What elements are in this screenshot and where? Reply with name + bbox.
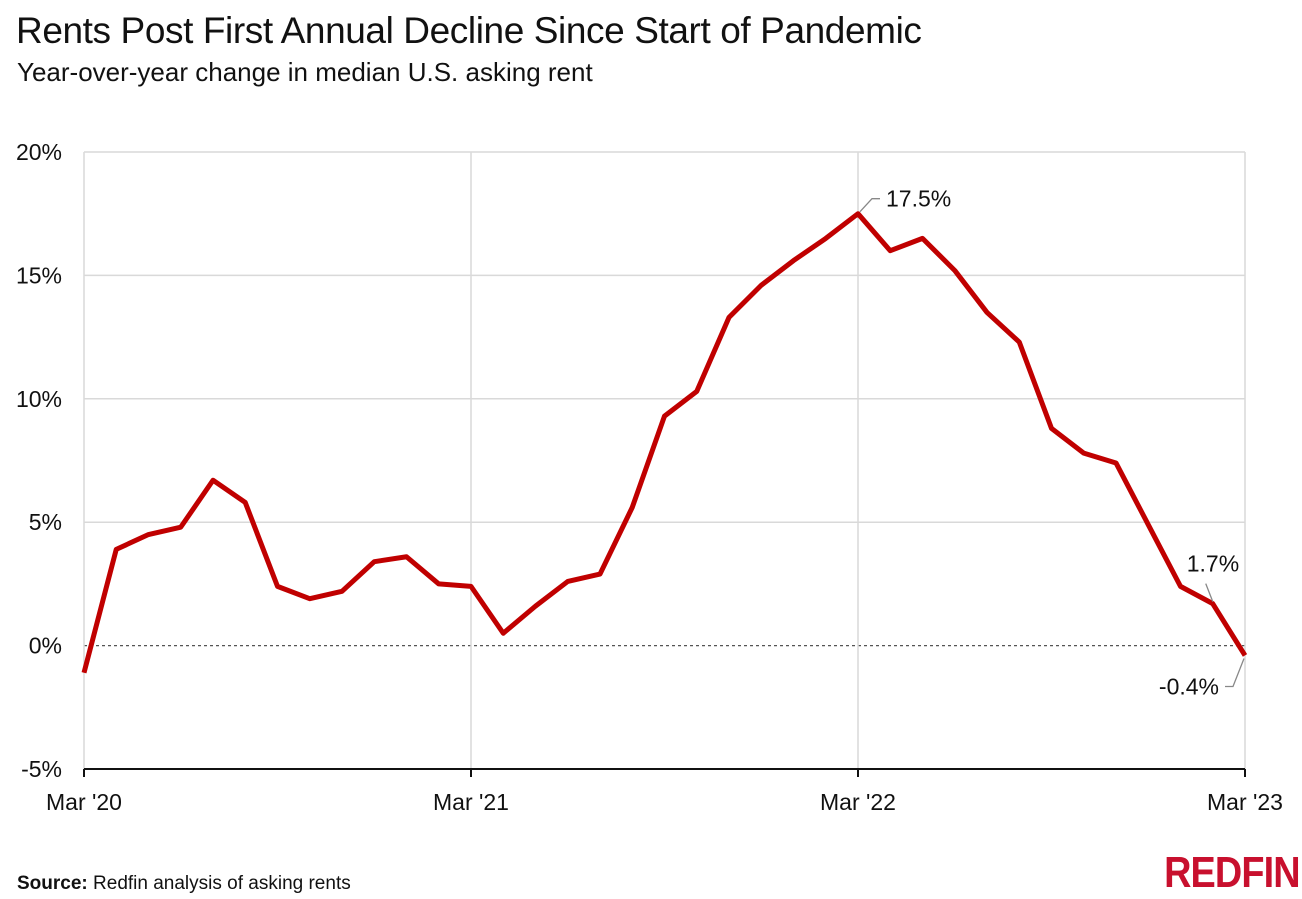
- y-tick-label: 15%: [16, 262, 62, 288]
- data-point: [340, 589, 345, 594]
- chart-title: Rents Post First Annual Decline Since St…: [16, 10, 922, 51]
- x-tick-label: Mar '22: [820, 789, 896, 815]
- data-point: [1049, 426, 1054, 431]
- data-point: [598, 572, 603, 577]
- data-point: [920, 236, 925, 241]
- data-point: [436, 581, 441, 586]
- x-tick-label: Mar '23: [1207, 789, 1283, 815]
- data-point: [1114, 460, 1119, 465]
- data-point: [856, 211, 861, 216]
- data-point: [1081, 451, 1086, 456]
- data-point: [727, 315, 732, 320]
- y-tick-label: 20%: [16, 139, 62, 165]
- annotation-label-peak: 17.5%: [886, 186, 951, 212]
- data-point: [791, 258, 796, 263]
- data-point: [146, 532, 151, 537]
- data-point: [1243, 653, 1248, 658]
- data-point: [178, 525, 183, 530]
- data-point: [888, 248, 893, 253]
- source-note: Source: Redfin analysis of asking rents: [17, 872, 351, 896]
- data-point: [565, 579, 570, 584]
- data-point: [501, 631, 506, 636]
- redfin-logo: REDFIN: [1164, 848, 1301, 897]
- source-label: Source:: [17, 873, 88, 894]
- data-point: [404, 554, 409, 559]
- annotation-label-feb: 1.7%: [1187, 551, 1239, 577]
- data-point: [211, 478, 216, 483]
- source-text: Redfin analysis of asking rents: [93, 873, 351, 894]
- series-line: [81, 211, 1248, 674]
- y-tick-label: 0%: [29, 633, 62, 659]
- data-point: [759, 283, 764, 288]
- data-point: [1017, 340, 1022, 345]
- annotation-leader: [1225, 658, 1245, 688]
- x-tick-label: Mar '21: [433, 789, 509, 815]
- annotation-label-latest: -0.4%: [1159, 673, 1219, 699]
- data-point: [275, 584, 280, 589]
- data-point: [985, 310, 990, 315]
- data-point: [82, 670, 87, 675]
- y-tick-label: -5%: [21, 756, 62, 782]
- data-point: [694, 389, 699, 394]
- annotation-leader: [859, 198, 880, 213]
- y-tick-label: 5%: [29, 509, 62, 535]
- data-point: [1146, 522, 1151, 527]
- annotation-leader: [1205, 583, 1214, 602]
- data-point: [1178, 584, 1183, 589]
- data-point: [823, 236, 828, 241]
- y-tick-label: 10%: [16, 386, 62, 412]
- data-point: [469, 584, 474, 589]
- data-point: [533, 604, 538, 609]
- data-point: [243, 500, 248, 505]
- data-point: [952, 268, 957, 273]
- data-point: [1210, 601, 1215, 606]
- x-tick-label: Mar '20: [46, 789, 122, 815]
- data-point: [372, 559, 377, 564]
- data-point: [307, 596, 312, 601]
- data-point: [114, 547, 119, 552]
- data-point: [630, 505, 635, 510]
- chart-subtitle: Year-over-year change in median U.S. ask…: [17, 57, 593, 87]
- data-point: [662, 414, 667, 419]
